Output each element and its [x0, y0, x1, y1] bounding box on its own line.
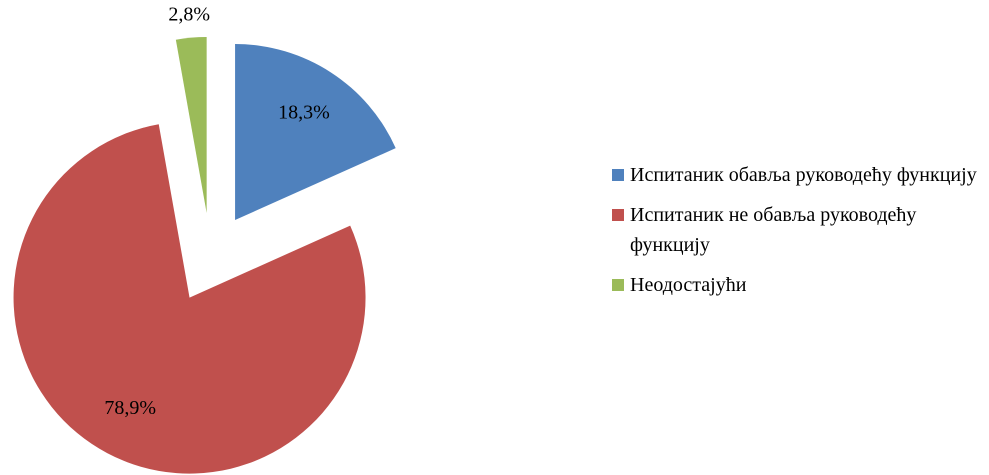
legend-swatch	[612, 279, 624, 291]
pie-slice	[235, 44, 396, 221]
legend-label: Неодостајући	[630, 274, 747, 296]
pie-slice	[175, 36, 207, 213]
data-label: 18,3%	[278, 101, 330, 123]
legend-label: Испитаник не обавља руководећу функцију	[630, 204, 917, 256]
legend-swatch	[612, 209, 624, 221]
pie-slice	[13, 124, 366, 474]
legend-item: Испитаник обавља руководећу функцију	[612, 160, 985, 190]
legend-item: Неодостајући	[612, 270, 985, 300]
legend: Испитаник обавља руководећу функцију Испи…	[612, 160, 982, 310]
legend-item: Испитаник не обавља руководећу функцију	[612, 200, 985, 260]
data-label: 2,8%	[168, 3, 210, 25]
data-label: 78,9%	[104, 397, 156, 419]
legend-swatch	[612, 169, 624, 181]
legend-label: Испитаник обавља руководећу функцију	[630, 164, 977, 186]
